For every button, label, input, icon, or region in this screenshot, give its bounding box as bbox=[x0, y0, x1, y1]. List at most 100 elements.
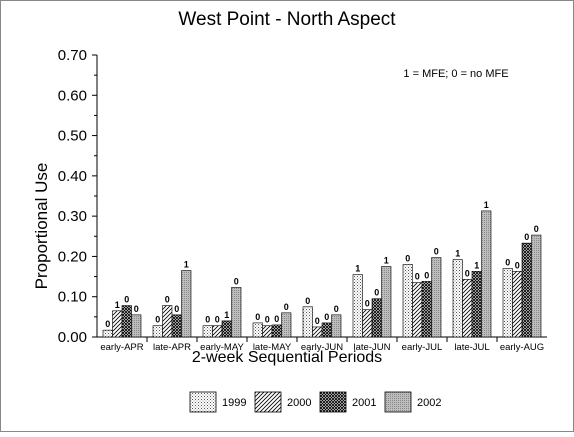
bar-1999-late-JUN bbox=[352, 274, 363, 338]
legend-swatch-2000 bbox=[254, 391, 282, 413]
data-label: 0 bbox=[205, 315, 210, 325]
bar-2002-early-AUG bbox=[531, 234, 542, 338]
data-label: 1 bbox=[355, 264, 360, 274]
bar-1999-early-APR bbox=[102, 329, 113, 338]
data-label: 0 bbox=[465, 268, 470, 278]
data-label: 0 bbox=[424, 270, 429, 280]
data-label: 0 bbox=[405, 253, 410, 263]
legend-label: 2000 bbox=[287, 397, 311, 409]
data-label: 1 bbox=[115, 300, 120, 310]
data-label: 1 bbox=[384, 256, 389, 266]
y-tick-label: 0.60 bbox=[58, 87, 87, 104]
x-tick-label: late-MAY bbox=[253, 342, 292, 353]
data-label: 0 bbox=[174, 304, 179, 314]
legend-label: 2002 bbox=[417, 397, 441, 409]
data-label: 0 bbox=[105, 319, 110, 329]
data-label: 0 bbox=[434, 247, 439, 257]
data-label: 0 bbox=[324, 312, 329, 322]
data-label: 1 bbox=[224, 310, 229, 320]
bar-1999-late-APR bbox=[152, 325, 163, 338]
data-label: 0 bbox=[365, 299, 370, 309]
bar-2001-early-AUG bbox=[521, 242, 532, 338]
x-tick-label: late-JUN bbox=[354, 342, 391, 353]
data-label: 0 bbox=[524, 232, 529, 242]
y-tick-label: 0.70 bbox=[58, 47, 87, 64]
legend-swatch-2001 bbox=[319, 391, 347, 413]
x-tick-label: early-MAY bbox=[200, 342, 244, 353]
bar-2002-early-JUN bbox=[331, 314, 342, 338]
bar-2001-late-JUL bbox=[471, 271, 482, 338]
data-label: 0 bbox=[155, 315, 160, 325]
data-label: 0 bbox=[274, 314, 279, 324]
x-tick-label: early-JUN bbox=[301, 342, 343, 353]
bar-2002-early-APR bbox=[131, 314, 142, 338]
x-axis-label: 2-week Sequential Periods bbox=[192, 349, 382, 366]
bar-1999-early-AUG bbox=[502, 268, 513, 338]
data-label: 0 bbox=[134, 304, 139, 314]
data-label: 0 bbox=[234, 276, 239, 286]
data-label: 1 bbox=[484, 200, 489, 210]
x-tick-label: early-APR bbox=[100, 342, 143, 353]
y-tick-label: 0.50 bbox=[58, 128, 87, 145]
data-label: 0 bbox=[265, 315, 270, 325]
y-axis-label: Proportional Use bbox=[32, 163, 51, 290]
bar-2001-late-MAY bbox=[271, 324, 282, 338]
data-label: 0 bbox=[124, 295, 129, 305]
bar-2000-early-JUN bbox=[312, 326, 323, 338]
x-tick-label: late-JUL bbox=[454, 342, 489, 353]
data-label: 0 bbox=[515, 260, 520, 270]
bar-2000-late-JUN bbox=[362, 309, 373, 338]
y-tick-label: 0.20 bbox=[58, 248, 87, 265]
bar-1999-late-JUL bbox=[452, 259, 463, 338]
bar-2002-early-JUL bbox=[431, 257, 442, 338]
y-tick-label: 0.30 bbox=[58, 208, 87, 225]
bar-2001-early-APR bbox=[121, 305, 132, 338]
bar-2000-late-JUL bbox=[462, 279, 473, 338]
bar-2002-late-APR bbox=[181, 270, 192, 338]
bar-2001-early-JUN bbox=[321, 322, 332, 338]
data-label: 0 bbox=[415, 272, 420, 282]
legend-swatch-1999 bbox=[189, 391, 217, 413]
y-tick-label: 0.10 bbox=[58, 289, 87, 306]
bar-2001-late-JUN bbox=[371, 298, 382, 338]
bar-2000-early-MAY bbox=[212, 325, 223, 338]
bar-2000-late-MAY bbox=[262, 325, 273, 338]
legend-swatch-2002 bbox=[384, 391, 412, 413]
data-label: 0 bbox=[305, 296, 310, 306]
bar-1999-early-JUL bbox=[402, 264, 413, 338]
data-label: 0 bbox=[315, 316, 320, 326]
legend: 1999 2000 2001 2002 bbox=[189, 391, 441, 413]
bar-2002-late-MAY bbox=[281, 312, 292, 338]
bar-2000-late-APR bbox=[162, 305, 173, 338]
y-tick-label: 0.00 bbox=[58, 329, 87, 346]
chart-title: West Point - North Aspect bbox=[178, 9, 396, 30]
plot-area: 0.00 0.10 0.20 0.30 0.40 0.50 0.60 0.70 early-AP… bbox=[58, 47, 547, 353]
legend-label: 2001 bbox=[352, 397, 376, 409]
data-label: 0 bbox=[165, 295, 170, 305]
data-label: 1 bbox=[474, 260, 479, 270]
data-label: 0 bbox=[215, 315, 220, 325]
x-tick-label: late-APR bbox=[153, 342, 191, 353]
bar-2002-late-JUN bbox=[381, 266, 392, 338]
data-label: 0 bbox=[534, 224, 539, 234]
bar-2001-early-JUL bbox=[421, 281, 432, 338]
mfe-annotation: 1 = MFE; 0 = no MFE bbox=[403, 68, 508, 80]
x-tick-label: early-AUG bbox=[500, 342, 544, 353]
data-label: 1 bbox=[184, 260, 189, 270]
bar-2000-early-JUL bbox=[412, 282, 423, 338]
legend-label: 1999 bbox=[222, 397, 246, 409]
bar-1999-early-MAY bbox=[202, 325, 213, 338]
data-label: 0 bbox=[255, 312, 260, 322]
bar-2001-late-APR bbox=[171, 314, 182, 338]
bar-1999-late-MAY bbox=[252, 322, 263, 338]
bar-2002-early-MAY bbox=[231, 287, 242, 338]
data-label: 0 bbox=[374, 288, 379, 298]
x-tick-label: early-JUL bbox=[402, 342, 443, 353]
data-label: 1 bbox=[455, 249, 460, 259]
y-tick-label: 0.40 bbox=[58, 168, 87, 185]
bar-1999-early-JUN bbox=[302, 306, 313, 338]
data-label: 0 bbox=[505, 258, 510, 268]
bar-2000-early-AUG bbox=[512, 271, 523, 338]
